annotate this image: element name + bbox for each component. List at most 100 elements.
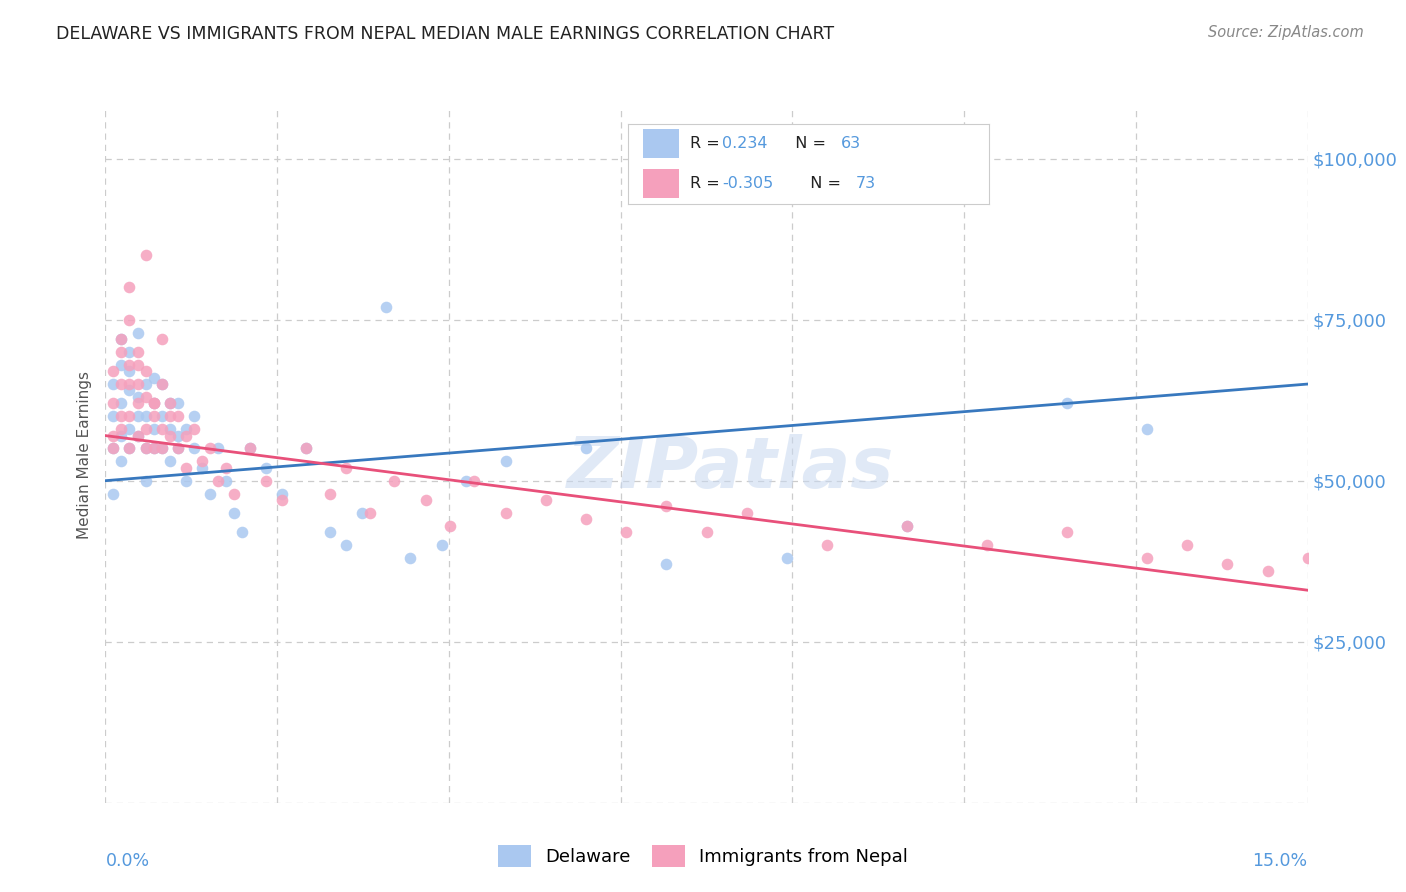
Point — [118, 280, 141, 294]
Point — [254, 460, 277, 475]
Point — [335, 538, 357, 552]
Point — [1177, 538, 1199, 552]
Point — [1056, 525, 1078, 540]
Point — [142, 422, 165, 436]
Point — [815, 538, 838, 552]
Point — [335, 460, 357, 475]
Point — [463, 474, 485, 488]
Point — [103, 428, 125, 442]
Point — [103, 409, 125, 424]
Legend: Delaware, Immigrants from Nepal: Delaware, Immigrants from Nepal — [489, 836, 917, 876]
Point — [430, 538, 453, 552]
Point — [696, 525, 718, 540]
Point — [159, 454, 181, 468]
Point — [150, 377, 173, 392]
Point — [135, 442, 157, 456]
Point — [118, 409, 141, 424]
Point — [150, 377, 173, 392]
Point — [198, 442, 221, 456]
Point — [270, 486, 292, 500]
Point — [135, 364, 157, 378]
Point — [127, 358, 149, 372]
Point — [110, 332, 132, 346]
Point — [222, 506, 245, 520]
Point — [319, 486, 342, 500]
Point — [231, 525, 253, 540]
Y-axis label: Median Male Earnings: Median Male Earnings — [77, 371, 93, 539]
Point — [142, 396, 165, 410]
Point — [150, 409, 173, 424]
Point — [616, 525, 638, 540]
Point — [655, 558, 678, 572]
Text: 15.0%: 15.0% — [1253, 852, 1308, 870]
Point — [166, 442, 188, 456]
Point — [1136, 551, 1159, 566]
Point — [183, 442, 205, 456]
Point — [118, 344, 141, 359]
Point — [150, 332, 173, 346]
Point — [127, 428, 149, 442]
Point — [295, 442, 318, 456]
Point — [159, 428, 181, 442]
Point — [159, 422, 181, 436]
Point — [142, 370, 165, 384]
Point — [207, 442, 229, 456]
Point — [118, 358, 141, 372]
Point — [110, 454, 132, 468]
Point — [110, 428, 132, 442]
Point — [439, 518, 461, 533]
Point — [415, 493, 437, 508]
Point — [239, 442, 262, 456]
Point — [239, 442, 262, 456]
Point — [103, 396, 125, 410]
Point — [776, 551, 799, 566]
Point — [142, 442, 165, 456]
Point — [166, 396, 188, 410]
Point — [374, 300, 398, 314]
Point — [127, 428, 149, 442]
Point — [1056, 396, 1078, 410]
Point — [110, 422, 132, 436]
Point — [214, 460, 236, 475]
Point — [150, 422, 173, 436]
Point — [159, 396, 181, 410]
Point — [103, 364, 125, 378]
Point — [174, 422, 197, 436]
Point — [575, 512, 598, 526]
Point — [110, 358, 132, 372]
Point — [1257, 564, 1279, 578]
Text: ZIPatlas: ZIPatlas — [567, 434, 894, 503]
Point — [270, 493, 292, 508]
Point — [135, 442, 157, 456]
Point — [198, 486, 221, 500]
Point — [142, 409, 165, 424]
Point — [166, 428, 188, 442]
Point — [166, 409, 188, 424]
Point — [214, 474, 236, 488]
Point — [103, 442, 125, 456]
Point — [166, 442, 188, 456]
Point — [118, 377, 141, 392]
Point — [103, 486, 125, 500]
Point — [150, 442, 173, 456]
Point — [110, 332, 132, 346]
Point — [159, 409, 181, 424]
Point — [159, 396, 181, 410]
Point — [110, 344, 132, 359]
Point — [135, 390, 157, 404]
Point — [118, 364, 141, 378]
Point — [359, 506, 381, 520]
Point — [110, 377, 132, 392]
Point — [495, 454, 517, 468]
Point — [454, 474, 477, 488]
Point — [118, 422, 141, 436]
Point — [1296, 551, 1319, 566]
Point — [183, 422, 205, 436]
Point — [142, 442, 165, 456]
Point — [382, 474, 405, 488]
Point — [118, 442, 141, 456]
Point — [1216, 558, 1239, 572]
Point — [135, 409, 157, 424]
Text: DELAWARE VS IMMIGRANTS FROM NEPAL MEDIAN MALE EARNINGS CORRELATION CHART: DELAWARE VS IMMIGRANTS FROM NEPAL MEDIAN… — [56, 25, 834, 43]
Point — [174, 474, 197, 488]
